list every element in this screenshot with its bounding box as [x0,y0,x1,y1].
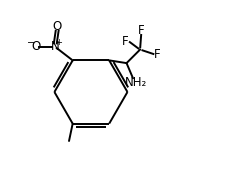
Text: O: O [52,20,62,33]
Text: O: O [31,40,41,53]
Text: F: F [138,24,144,37]
Text: F: F [154,48,161,61]
Text: +: + [55,38,62,47]
Text: N: N [51,40,60,53]
Text: F: F [122,35,129,48]
Text: −: − [27,38,35,48]
Text: NH₂: NH₂ [125,76,147,89]
